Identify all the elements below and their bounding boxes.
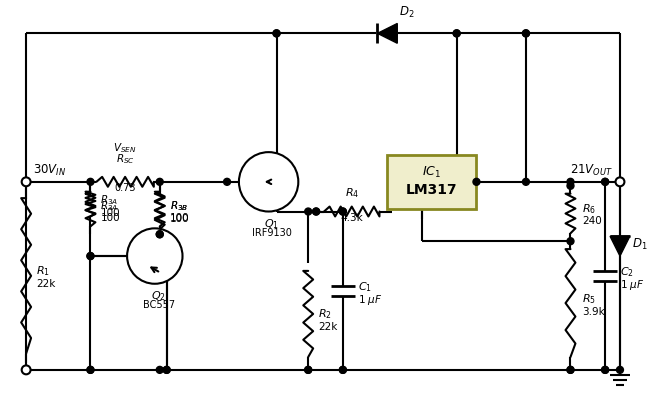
Text: $C_1$: $C_1$	[358, 280, 372, 294]
Circle shape	[523, 30, 529, 37]
Circle shape	[21, 177, 31, 186]
Circle shape	[273, 30, 280, 37]
Circle shape	[313, 208, 320, 215]
Circle shape	[224, 178, 231, 185]
Text: $Q_2$: $Q_2$	[151, 289, 166, 302]
Text: 22k: 22k	[318, 322, 337, 332]
Text: $1\ \mu F$: $1\ \mu F$	[620, 278, 645, 292]
Text: LM317: LM317	[406, 183, 458, 197]
Text: 100: 100	[100, 213, 120, 223]
Text: $30V_{IN}$: $30V_{IN}$	[33, 163, 66, 178]
Circle shape	[87, 367, 94, 373]
Text: 240: 240	[582, 217, 602, 227]
Circle shape	[305, 367, 311, 373]
Circle shape	[127, 228, 183, 284]
Text: $R_6$: $R_6$	[582, 203, 597, 217]
Text: 4.3k: 4.3k	[341, 213, 363, 223]
Circle shape	[523, 30, 529, 37]
Circle shape	[602, 367, 608, 373]
Circle shape	[156, 231, 163, 238]
Circle shape	[339, 208, 346, 215]
Circle shape	[453, 30, 460, 37]
Text: $1\ \mu F$: $1\ \mu F$	[358, 293, 382, 307]
Circle shape	[163, 367, 170, 373]
Text: 22k: 22k	[36, 279, 55, 289]
Circle shape	[339, 367, 346, 373]
Circle shape	[602, 178, 608, 185]
Text: $D_2$: $D_2$	[399, 5, 415, 20]
Circle shape	[567, 367, 574, 373]
Text: 100: 100	[170, 215, 189, 225]
Circle shape	[313, 208, 320, 215]
Circle shape	[473, 178, 480, 185]
Circle shape	[616, 177, 625, 186]
Circle shape	[156, 231, 163, 238]
Circle shape	[273, 30, 280, 37]
Circle shape	[567, 238, 574, 245]
Text: $Q_1$: $Q_1$	[264, 217, 279, 231]
Circle shape	[239, 152, 298, 211]
Circle shape	[616, 367, 623, 373]
Circle shape	[87, 253, 94, 259]
Text: $R_{3A}$: $R_{3A}$	[100, 199, 119, 213]
Text: 100: 100	[170, 213, 189, 223]
Text: $R_4$: $R_4$	[344, 186, 359, 200]
Text: IRF9130: IRF9130	[252, 228, 291, 238]
Circle shape	[163, 367, 170, 373]
Circle shape	[602, 367, 608, 373]
Text: $D_1$: $D_1$	[632, 237, 647, 252]
Polygon shape	[378, 24, 397, 43]
Text: $IC_1$: $IC_1$	[422, 165, 441, 180]
Circle shape	[523, 178, 529, 185]
Circle shape	[567, 367, 574, 373]
Circle shape	[305, 367, 311, 373]
Text: $C_2$: $C_2$	[620, 265, 634, 279]
Circle shape	[87, 253, 94, 259]
Circle shape	[87, 178, 94, 185]
Circle shape	[339, 367, 346, 373]
Text: $R_{SC}$: $R_{SC}$	[116, 152, 135, 166]
Text: $21V_{OUT}$: $21V_{OUT}$	[570, 163, 613, 178]
Circle shape	[567, 178, 574, 185]
Text: 3.9k: 3.9k	[582, 307, 605, 317]
Text: $R_2$: $R_2$	[318, 307, 332, 321]
Circle shape	[602, 178, 608, 185]
Text: $R_{3A}$: $R_{3A}$	[100, 193, 119, 207]
Circle shape	[21, 365, 31, 374]
Text: $R_1$: $R_1$	[36, 264, 50, 278]
Circle shape	[305, 208, 311, 215]
Text: $V_{SEN}$: $V_{SEN}$	[113, 141, 137, 155]
FancyBboxPatch shape	[387, 155, 476, 209]
Text: $R_5$: $R_5$	[582, 292, 596, 306]
Circle shape	[453, 30, 460, 37]
Text: 100: 100	[100, 208, 120, 218]
Circle shape	[156, 178, 163, 185]
Text: $R_{3B}$: $R_{3B}$	[170, 199, 188, 213]
Circle shape	[567, 182, 574, 189]
Circle shape	[87, 367, 94, 373]
Polygon shape	[610, 236, 630, 256]
Circle shape	[156, 367, 163, 373]
Text: 0.73: 0.73	[114, 183, 136, 193]
Text: BC557: BC557	[143, 300, 175, 310]
Text: $R_{3B}$: $R_{3B}$	[170, 200, 188, 213]
Circle shape	[339, 208, 346, 215]
